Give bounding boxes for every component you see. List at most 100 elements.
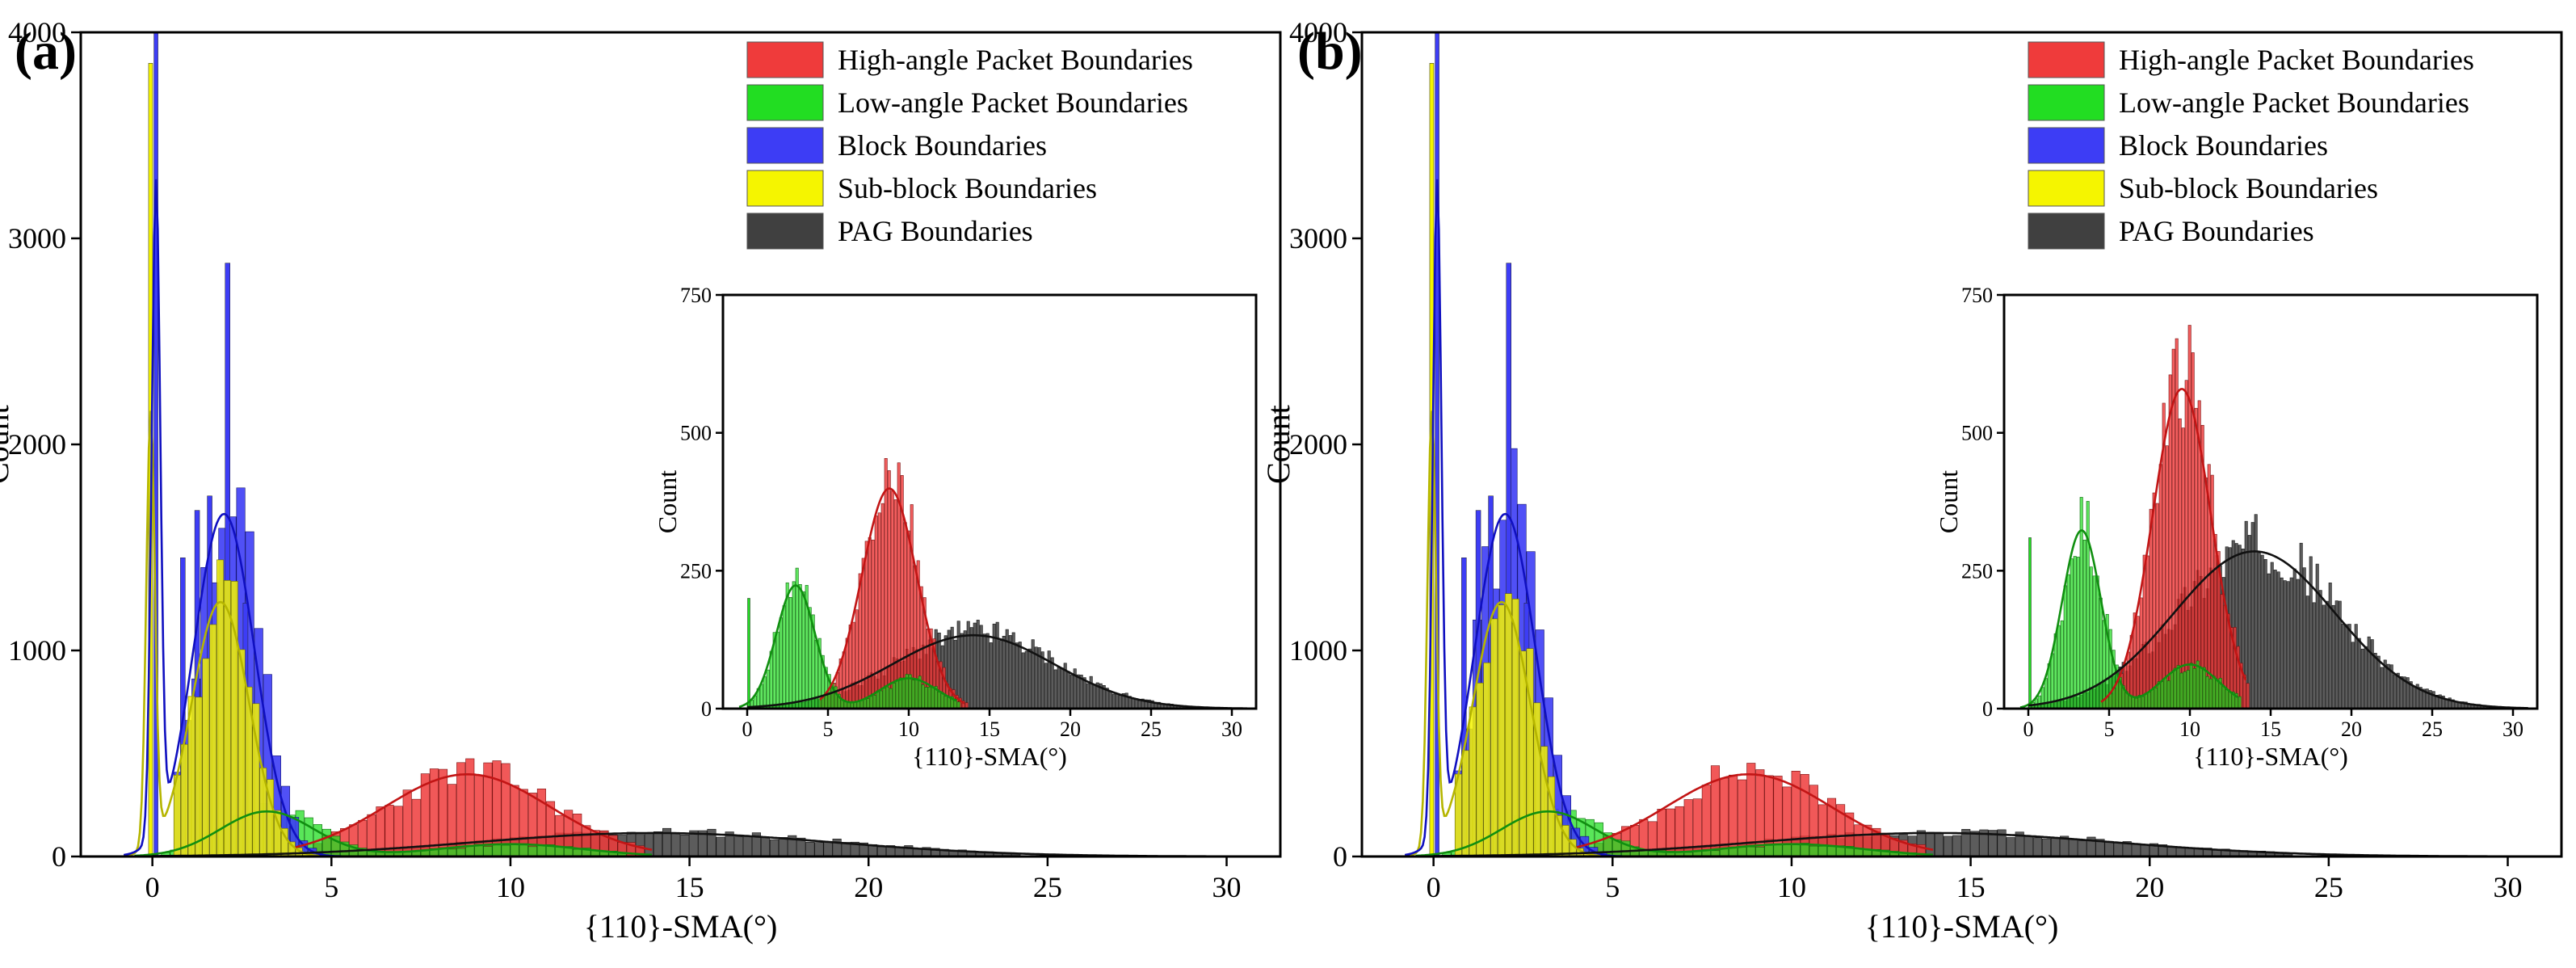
x-axis-label: {110}-SMA(°): [1865, 908, 2059, 945]
histogram-bar: [2347, 624, 2351, 709]
histogram-bar: [876, 690, 880, 709]
histogram-bar: [644, 832, 653, 857]
histogram-bar: [1034, 646, 1038, 709]
histogram-bar: [653, 831, 663, 857]
histogram-bar: [2399, 676, 2403, 709]
histogram-bar: [2037, 695, 2041, 709]
histogram-bar: [483, 846, 493, 857]
histogram-bar: [2140, 844, 2149, 857]
histogram-bar: [1118, 695, 1122, 709]
x-tick-label: 10: [898, 718, 919, 741]
legend-swatch: [746, 127, 824, 164]
y-tick-label: 3000: [1289, 222, 1347, 255]
histogram-bar: [2396, 672, 2400, 709]
y-tick-label: 750: [1961, 284, 1993, 307]
y-tick-label: 2000: [8, 428, 66, 461]
histogram-bar: [845, 638, 849, 709]
density-fit-curve: [738, 584, 957, 709]
histogram-bar: [874, 516, 878, 709]
histogram-bar: [2276, 571, 2280, 709]
histogram-bar: [2393, 674, 2397, 709]
histogram-bar: [2168, 374, 2172, 709]
histogram-bar: [2373, 653, 2377, 709]
histogram-bar: [195, 697, 203, 857]
histogram-bar: [2444, 699, 2448, 709]
y-axis-label: Count: [1260, 405, 1296, 484]
histogram-bar: [1040, 651, 1044, 709]
histogram-bar: [2257, 553, 2261, 709]
x-tick-label: 15: [979, 718, 1000, 741]
histogram-bar: [2040, 687, 2044, 709]
histogram-bar: [1519, 650, 1527, 857]
histogram-bar: [2183, 671, 2187, 709]
histogram-bar: [1044, 663, 1048, 709]
histogram-bar: [1115, 693, 1119, 709]
main-plot: [123, 32, 1261, 858]
histogram-bar: [898, 677, 902, 709]
histogram-bar: [1755, 769, 1765, 857]
histogram-bar: [792, 581, 796, 709]
histogram-bar: [2280, 577, 2284, 709]
histogram-bar: [1018, 642, 1022, 709]
histogram-bar: [1066, 671, 1070, 709]
density-fit-curve: [152, 831, 1261, 858]
histogram-bar: [2113, 842, 2123, 857]
y-tick-label: 250: [680, 559, 712, 583]
histogram-bar: [2273, 570, 2277, 709]
histogram-bar: [808, 607, 812, 709]
histogram-bar: [985, 633, 990, 709]
histogram-bar: [2299, 542, 2303, 709]
histogram-bar: [2076, 557, 2080, 709]
histogram-bar: [1526, 648, 1534, 857]
histogram-bar: [1015, 642, 1019, 709]
histogram-bar: [1047, 650, 1051, 709]
x-tick-label: 15: [1956, 871, 1986, 903]
histogram-bar: [805, 841, 815, 857]
histogram-bar: [202, 658, 210, 857]
x-axis-label: {110}-SMA(°): [912, 742, 1067, 771]
histogram-bar: [2199, 667, 2203, 709]
density-fit-curve: [1405, 410, 1631, 858]
histogram-bar: [2184, 380, 2188, 709]
histogram-bar: [510, 844, 519, 857]
x-tick-label: 25: [1033, 871, 1062, 903]
histogram-bar: [2099, 597, 2103, 709]
histogram-bar: [2176, 847, 2186, 857]
x-tick-label: 20: [1060, 718, 1081, 741]
histogram-bar: [1483, 662, 1491, 857]
histogram-bar: [2165, 445, 2169, 709]
legend-swatch: [746, 213, 824, 250]
histogram-bar: [1112, 693, 1116, 709]
x-tick-label: 30: [2502, 718, 2523, 741]
histogram-bar: [1131, 698, 1135, 709]
histogram-bar: [2328, 583, 2332, 709]
histogram-bar: [501, 844, 511, 857]
histogram-bar: [2102, 620, 2106, 709]
density-fit-curve: [295, 773, 653, 851]
histogram-bar: [2150, 689, 2154, 709]
histogram-bar: [180, 743, 188, 857]
histogram-bar: [1092, 684, 1096, 709]
histogram-bar: [1782, 844, 1792, 857]
histogram-bar: [2221, 685, 2225, 709]
histogram-bar: [2186, 670, 2190, 709]
histogram-bar: [2376, 655, 2381, 709]
legend-label: PAG Boundaries: [2119, 215, 2314, 247]
histogram-bar: [759, 684, 763, 709]
legend-swatch: [746, 84, 824, 121]
histogram-bar: [901, 677, 906, 709]
histogram-bar: [2318, 590, 2322, 709]
histogram-bar: [224, 580, 231, 857]
x-tick-label: 15: [675, 871, 704, 903]
histogram-bar: [1738, 847, 1747, 857]
histogram-bar: [2131, 696, 2135, 709]
y-tick-label: 750: [680, 284, 712, 307]
histogram-bar: [760, 836, 771, 857]
histogram-bar: [1970, 831, 1980, 857]
histogram-bar: [2315, 563, 2319, 709]
histogram-bar: [1057, 667, 1061, 709]
x-tick-label: 20: [2135, 871, 2164, 903]
histogram-bar: [2131, 843, 2141, 857]
legend-swatch: [746, 41, 824, 78]
histogram-bar: [2163, 677, 2167, 709]
